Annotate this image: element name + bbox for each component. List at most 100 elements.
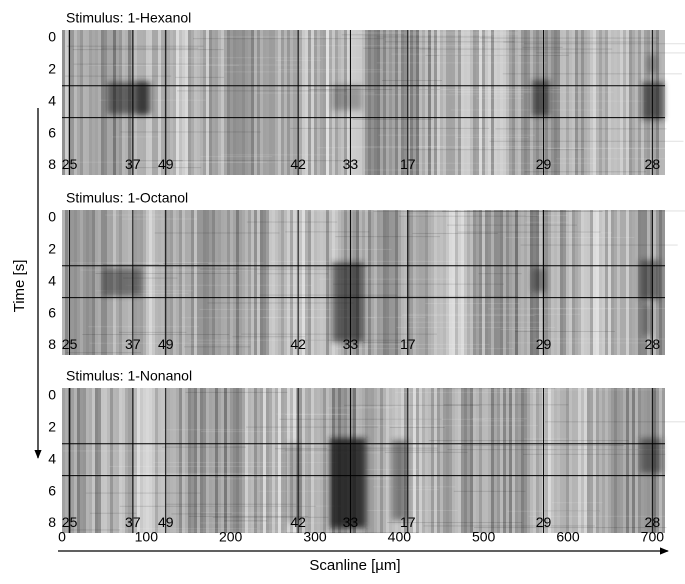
texture — [101, 47, 199, 49]
texture — [509, 388, 512, 533]
texture — [391, 88, 561, 90]
texture — [146, 210, 149, 355]
texture — [467, 210, 470, 355]
texture — [152, 388, 155, 533]
texture — [317, 30, 320, 175]
texture — [319, 278, 455, 280]
texture — [512, 210, 515, 355]
texture — [623, 30, 626, 175]
texture — [425, 388, 428, 533]
texture — [554, 210, 557, 355]
glomerulus-label: 42 — [290, 336, 306, 352]
texture — [285, 231, 370, 233]
texture — [525, 221, 569, 223]
texture — [453, 490, 526, 492]
y-tick-label: 2 — [48, 61, 56, 77]
glomerulus-label: 17 — [400, 514, 416, 530]
texture — [611, 388, 614, 533]
texture — [557, 30, 560, 175]
texture — [86, 30, 89, 175]
texture — [74, 210, 77, 355]
texture — [458, 30, 461, 175]
texture — [422, 388, 425, 533]
texture — [311, 30, 314, 175]
texture — [563, 388, 566, 533]
texture — [257, 273, 329, 275]
texture — [248, 388, 251, 533]
texture — [581, 210, 584, 355]
texture — [269, 30, 272, 175]
texture — [98, 210, 101, 355]
texture — [404, 210, 407, 355]
texture — [305, 388, 308, 533]
texture — [305, 30, 308, 175]
texture — [149, 210, 152, 355]
y-tick-label: 0 — [48, 387, 56, 403]
texture — [479, 388, 482, 533]
texture — [563, 30, 566, 175]
texture — [368, 388, 371, 533]
texture — [376, 62, 547, 64]
texture — [314, 388, 317, 533]
texture — [299, 210, 302, 355]
texture — [274, 448, 328, 450]
texture — [248, 30, 251, 175]
texture — [62, 388, 65, 533]
texture — [620, 210, 623, 355]
texture — [323, 210, 326, 355]
texture — [437, 388, 556, 390]
texture — [153, 462, 339, 464]
texture — [422, 30, 425, 175]
texture — [581, 30, 584, 175]
y-tick-label: 4 — [48, 92, 56, 108]
texture — [506, 388, 509, 533]
texture — [101, 30, 104, 175]
texture — [578, 210, 581, 355]
texture — [473, 30, 476, 175]
texture — [154, 530, 350, 532]
texture — [599, 388, 602, 533]
texture — [407, 210, 603, 212]
texture — [500, 210, 503, 355]
texture — [227, 210, 230, 355]
texture — [356, 425, 538, 427]
panel: Stimulus: 1-Hexanol 0 2 4 6 8 25 37 49 42 33 17 29 28 — [48, 10, 685, 175]
texture — [491, 210, 494, 355]
texture — [73, 63, 207, 65]
texture — [425, 210, 428, 355]
texture — [450, 109, 604, 111]
texture — [218, 210, 221, 355]
texture — [437, 210, 440, 355]
response-patch — [102, 268, 142, 296]
glomerulus-label: 49 — [158, 514, 174, 530]
texture — [423, 525, 595, 527]
y-tick-label: 8 — [48, 336, 56, 352]
texture — [410, 210, 413, 355]
glomerulus-label: 42 — [290, 156, 306, 172]
texture — [77, 30, 80, 175]
texture — [545, 210, 548, 355]
texture — [407, 388, 410, 533]
texture — [383, 210, 386, 355]
y-tick-label: 2 — [48, 241, 56, 257]
texture — [309, 89, 441, 91]
texture — [515, 388, 518, 533]
texture — [389, 426, 445, 428]
texture — [366, 509, 458, 511]
texture — [308, 30, 311, 175]
texture — [176, 30, 179, 175]
glomerulus-label: 28 — [645, 336, 661, 352]
texture — [617, 388, 620, 533]
texture — [398, 210, 401, 355]
texture — [320, 210, 323, 355]
texture — [578, 388, 581, 533]
texture — [206, 30, 209, 175]
y-tick-label: 0 — [48, 209, 56, 225]
texture — [181, 317, 376, 319]
texture — [362, 30, 365, 175]
texture — [132, 472, 252, 474]
texture — [266, 388, 269, 533]
texture — [197, 210, 200, 355]
texture — [263, 388, 266, 533]
texture — [545, 388, 548, 533]
